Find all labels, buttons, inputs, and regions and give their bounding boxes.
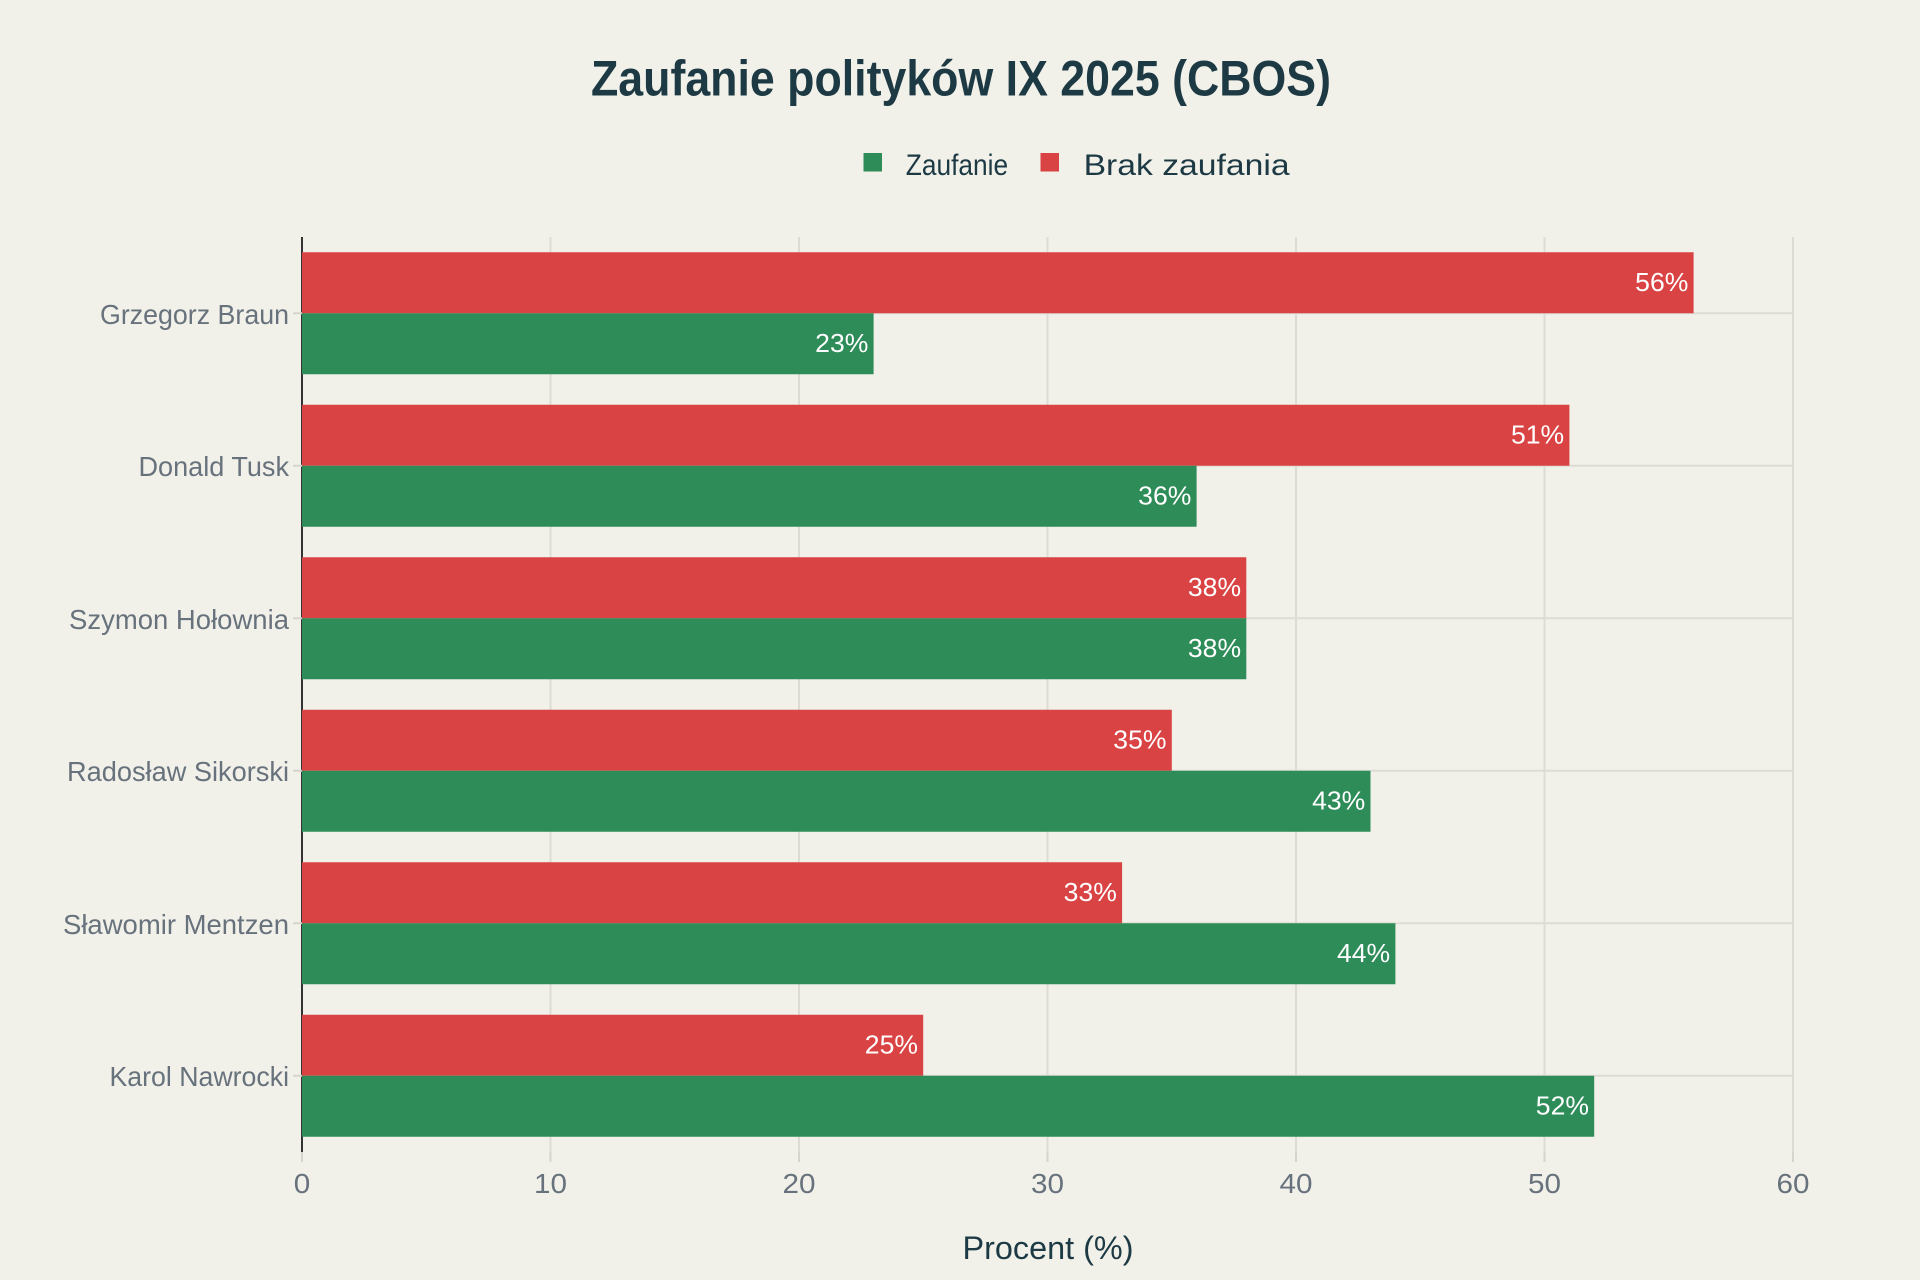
svg-text:Brak zaufania: Brak zaufania	[1084, 149, 1290, 182]
svg-text:20: 20	[783, 1168, 816, 1199]
svg-text:52%: 52%	[1536, 1091, 1589, 1121]
svg-text:0: 0	[294, 1168, 311, 1199]
svg-text:10: 10	[534, 1168, 567, 1199]
svg-text:38%: 38%	[1188, 572, 1241, 602]
svg-text:35%: 35%	[1113, 725, 1166, 755]
svg-text:40: 40	[1280, 1168, 1313, 1199]
svg-text:Procent (%): Procent (%)	[963, 1230, 1134, 1266]
svg-text:Grzegorz Braun: Grzegorz Braun	[100, 299, 289, 330]
svg-text:51%: 51%	[1511, 420, 1564, 450]
svg-text:Karol Nawrocki: Karol Nawrocki	[110, 1061, 290, 1092]
svg-text:25%: 25%	[865, 1030, 918, 1060]
svg-text:33%: 33%	[1064, 877, 1117, 907]
svg-text:Zaufanie: Zaufanie	[906, 149, 1008, 182]
svg-text:Sławomir Mentzen: Sławomir Mentzen	[63, 909, 289, 940]
svg-text:44%: 44%	[1337, 938, 1390, 968]
svg-text:Radosław Sikorski: Radosław Sikorski	[67, 756, 289, 787]
svg-text:43%: 43%	[1312, 786, 1365, 816]
svg-text:Donald Tusk: Donald Tusk	[139, 451, 290, 482]
svg-text:56%: 56%	[1635, 267, 1688, 297]
svg-text:Zaufanie polityków IX 2025 (CB: Zaufanie polityków IX 2025 (CBOS)	[591, 50, 1331, 106]
svg-text:23%: 23%	[815, 328, 868, 358]
svg-text:50: 50	[1528, 1168, 1561, 1199]
svg-text:60: 60	[1777, 1168, 1810, 1199]
svg-text:38%: 38%	[1188, 633, 1241, 663]
svg-text:30: 30	[1031, 1168, 1064, 1199]
svg-text:36%: 36%	[1138, 481, 1191, 511]
svg-text:Szymon Hołownia: Szymon Hołownia	[69, 604, 289, 635]
